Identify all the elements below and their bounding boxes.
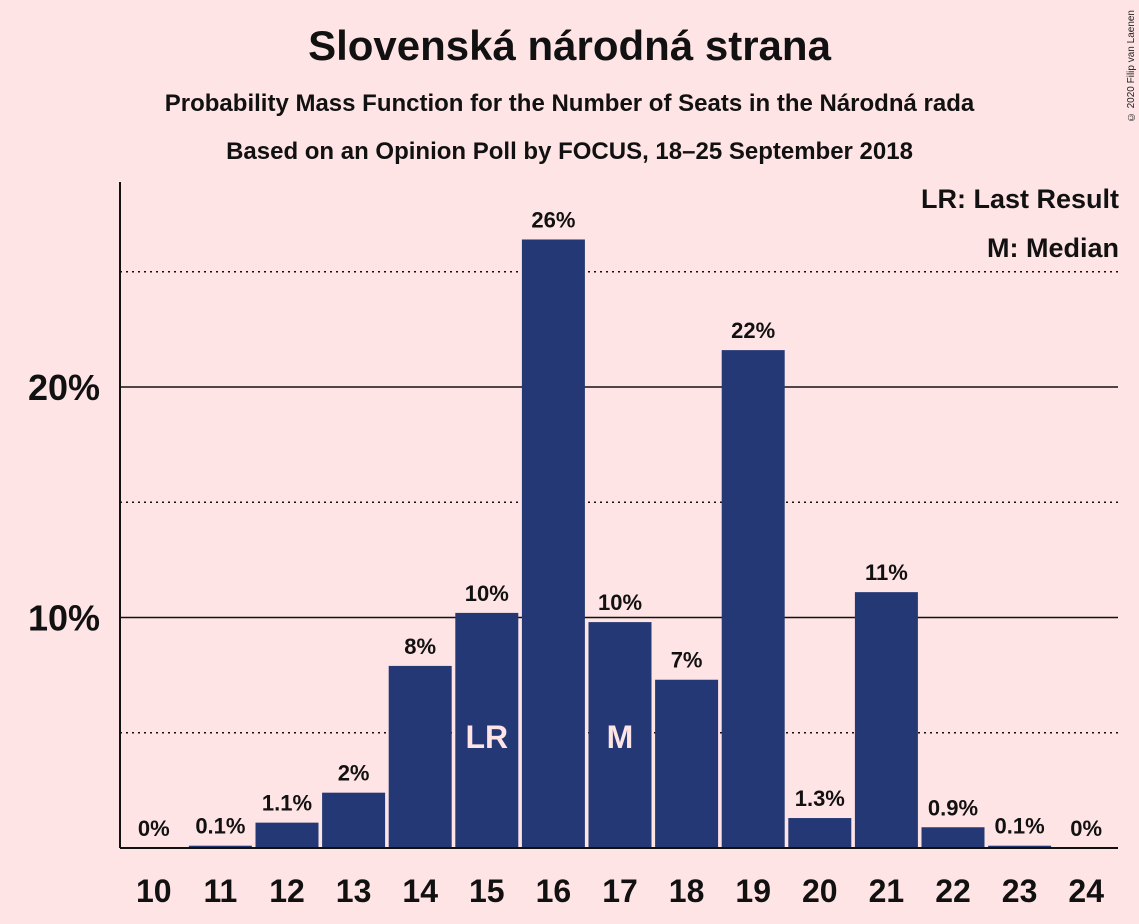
x-tick-label-18: 18	[669, 873, 705, 909]
data-label-15: 10%	[465, 581, 509, 606]
legend-median: M: Median	[987, 233, 1119, 263]
chart-subtitle: Probability Mass Function for the Number…	[164, 90, 975, 117]
bar-12	[255, 822, 319, 848]
bar-16	[521, 239, 585, 849]
data-label-11: 0.1%	[195, 814, 245, 839]
data-label-22: 0.9%	[928, 795, 978, 820]
bar-14	[388, 665, 452, 848]
x-tick-label-20: 20	[802, 873, 838, 909]
y-tick-label: 20%	[28, 367, 100, 408]
bar-marker-lr: LR	[465, 719, 508, 755]
x-tick-label-21: 21	[869, 873, 905, 909]
x-tick-label-12: 12	[269, 873, 305, 909]
bar-11	[188, 845, 252, 848]
x-tick-label-23: 23	[1002, 873, 1038, 909]
data-label-20: 1.3%	[795, 786, 845, 811]
data-label-23: 0.1%	[995, 814, 1045, 839]
bar-21	[854, 592, 918, 848]
data-label-10: 0%	[138, 816, 170, 841]
chart-title: Slovenská národná strana	[308, 22, 831, 69]
x-tick-label-19: 19	[735, 873, 771, 909]
data-label-16: 26%	[531, 207, 575, 232]
legend-last-result: LR: Last Result	[920, 184, 1119, 214]
x-tick-label-14: 14	[402, 873, 438, 909]
bar-15	[455, 612, 519, 848]
x-tick-label-15: 15	[469, 873, 505, 909]
x-tick-label-16: 16	[536, 873, 572, 909]
data-label-24: 0%	[1070, 816, 1102, 841]
y-tick-label: 10%	[28, 598, 100, 639]
data-label-17: 10%	[598, 590, 642, 615]
chart-subtitle-source: Based on an Opinion Poll by FOCUS, 18–25…	[226, 138, 913, 165]
x-tick-label-10: 10	[136, 873, 172, 909]
data-label-18: 7%	[671, 648, 703, 673]
x-tick-label-11: 11	[203, 873, 237, 909]
x-tick-label-24: 24	[1068, 873, 1104, 909]
data-label-13: 2%	[338, 761, 370, 786]
data-label-21: 11%	[865, 560, 908, 585]
bar-22	[921, 827, 985, 848]
bar-17	[588, 622, 652, 848]
bar-13	[322, 792, 386, 848]
bar-20	[788, 818, 852, 848]
data-label-14: 8%	[404, 634, 436, 659]
data-label-12: 1.1%	[262, 791, 312, 816]
x-tick-label-13: 13	[336, 873, 372, 909]
x-tick-label-22: 22	[935, 873, 971, 909]
bar-18	[655, 679, 719, 848]
data-label-19: 22%	[731, 318, 775, 343]
bar-19	[721, 350, 785, 848]
bar-23	[988, 845, 1052, 848]
bar-marker-m: M	[607, 719, 634, 755]
x-tick-label-17: 17	[602, 873, 638, 909]
